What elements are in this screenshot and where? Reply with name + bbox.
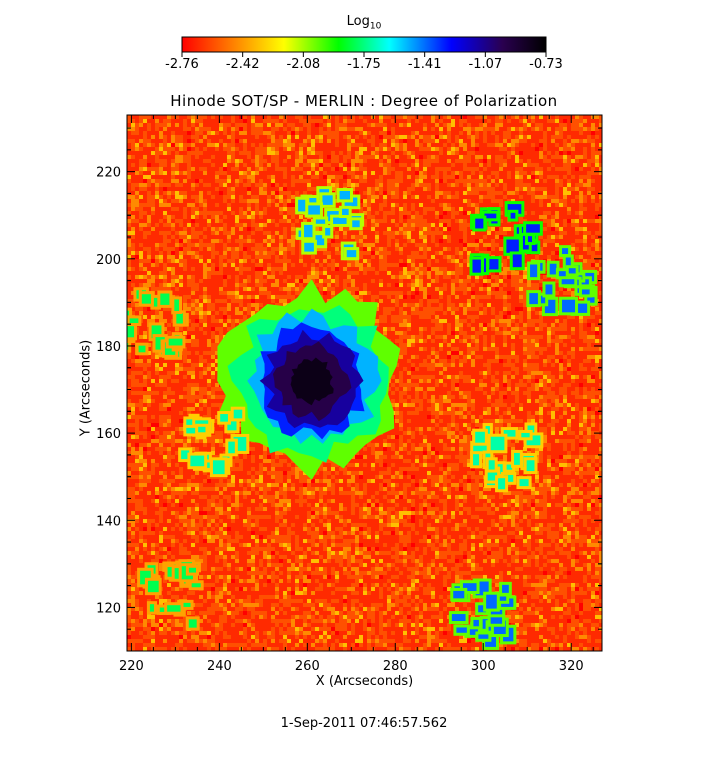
x-tick-label: 220 [119, 659, 144, 674]
x-tick-label: 320 [559, 659, 584, 674]
chart-title: Hinode SOT/SP - MERLIN : Degree of Polar… [170, 92, 558, 110]
y-tick-label: 220 [96, 166, 121, 181]
colorbar-tick-label: -2.76 [165, 57, 199, 72]
network-mark [469, 201, 543, 276]
network-mark [526, 245, 598, 317]
colorbar-tick-label: -0.73 [529, 57, 563, 72]
y-tick-label: 180 [96, 340, 121, 355]
network-mark [448, 578, 517, 650]
sunspot-mark [217, 279, 401, 480]
y-tick-label: 200 [96, 253, 121, 268]
colorbar-title: Log10 [346, 14, 382, 32]
colorbar-tick-label: -1.07 [468, 57, 503, 72]
network-mark [178, 406, 250, 478]
y-axis-label: Y (Arcseconds) [78, 339, 94, 437]
network-mark [127, 287, 189, 360]
network-mark [470, 422, 544, 493]
x-tick-label: 300 [471, 659, 496, 674]
x-tick-label: 260 [295, 659, 320, 674]
colorbar-tick-label: -1.75 [347, 57, 381, 72]
axis-tick-labels: 220 240 260 280 300 320 120 140 160 180 200 220 [96, 166, 583, 674]
x-axis-label: X (Arcseconds) [315, 674, 414, 689]
y-tick-label: 160 [96, 427, 121, 442]
y-tick-label: 140 [96, 514, 121, 529]
colorbar-tick-label: -1.41 [407, 57, 442, 72]
colorbar-tick-label: -2.42 [225, 57, 260, 72]
x-tick-label: 280 [383, 659, 408, 674]
network-mark [295, 186, 365, 261]
colorbar [181, 36, 547, 53]
axis-ticks [127, 115, 602, 652]
plot-frame [126, 114, 603, 652]
colorbar-tick-label: -2.08 [286, 57, 321, 72]
colorbar-ticks [181, 52, 547, 57]
heatmap-features [127, 186, 598, 650]
timestamp: 1-Sep-2011 07:46:57.562 [280, 716, 448, 731]
y-tick-label: 120 [96, 601, 121, 616]
x-tick-label: 240 [207, 659, 232, 674]
network-mark [137, 559, 204, 631]
